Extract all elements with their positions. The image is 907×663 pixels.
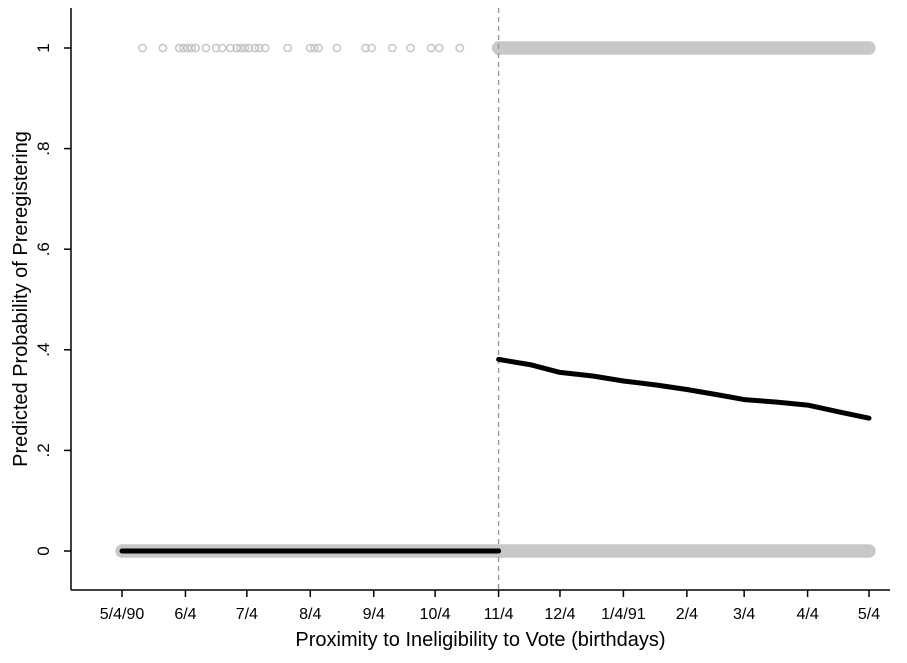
observed-point xyxy=(283,43,293,53)
x-tick-label: 5/4 xyxy=(858,606,880,623)
x-tick-label: 6/4 xyxy=(174,606,196,623)
observed-point xyxy=(191,43,201,53)
x-tick-label: 7/4 xyxy=(236,606,258,623)
y-tick-label: .2 xyxy=(34,443,53,457)
observed-point xyxy=(174,43,184,53)
x-tick-label: 4/4 xyxy=(796,606,818,623)
x-tick-label: 3/4 xyxy=(733,606,755,623)
observed-point xyxy=(309,43,319,53)
x-axis-label: Proximity to Ineligibility to Vote (birt… xyxy=(295,629,665,651)
x-tick-label: 11/4 xyxy=(484,606,514,623)
y-tick-label: 0 xyxy=(34,546,53,555)
x-tick-label: 9/4 xyxy=(363,606,385,623)
observed-point xyxy=(138,43,147,53)
fitted-line xyxy=(496,356,872,421)
y-tick-label: .6 xyxy=(34,242,53,256)
observed-point xyxy=(217,43,227,53)
observed-point xyxy=(236,43,246,53)
observed-point xyxy=(361,43,370,53)
y-axis-label: Predicted Probability of Preregistering xyxy=(10,131,32,467)
observed-point xyxy=(305,43,315,53)
x-tick-label: 5/4/90 xyxy=(100,606,145,623)
y-tick-label: .4 xyxy=(34,343,53,357)
x-tick-label: 10/4 xyxy=(420,606,451,623)
y-tick-label: .8 xyxy=(34,142,53,156)
observed-point xyxy=(178,43,188,53)
observed-point xyxy=(862,41,876,55)
observed-point xyxy=(434,43,444,53)
observed-point xyxy=(211,43,221,53)
observed-point xyxy=(250,43,260,53)
observed-point xyxy=(158,43,168,53)
observed-point xyxy=(426,43,436,53)
observed-point xyxy=(367,43,377,53)
observed-point xyxy=(226,43,235,53)
observed-point xyxy=(201,43,211,53)
x-tick-label: 12/4 xyxy=(544,606,575,623)
observed-point xyxy=(314,43,323,53)
x-tick-label: 8/4 xyxy=(299,606,321,623)
observed-point xyxy=(406,43,415,53)
observed-point xyxy=(455,43,465,53)
observed-point xyxy=(862,544,876,558)
x-tick-label: 2/4 xyxy=(676,606,698,623)
observed-point xyxy=(240,43,250,53)
observed-point xyxy=(232,43,242,53)
y-tick-label: 1 xyxy=(34,43,53,52)
observed-point xyxy=(187,43,196,53)
observed-point xyxy=(183,43,192,53)
observed-point xyxy=(260,43,270,53)
x-tick-label: 1/4/91 xyxy=(601,606,646,623)
observed-point xyxy=(254,43,264,53)
observed-point xyxy=(387,43,397,53)
observed-point xyxy=(244,43,254,53)
observed-point xyxy=(332,43,342,53)
